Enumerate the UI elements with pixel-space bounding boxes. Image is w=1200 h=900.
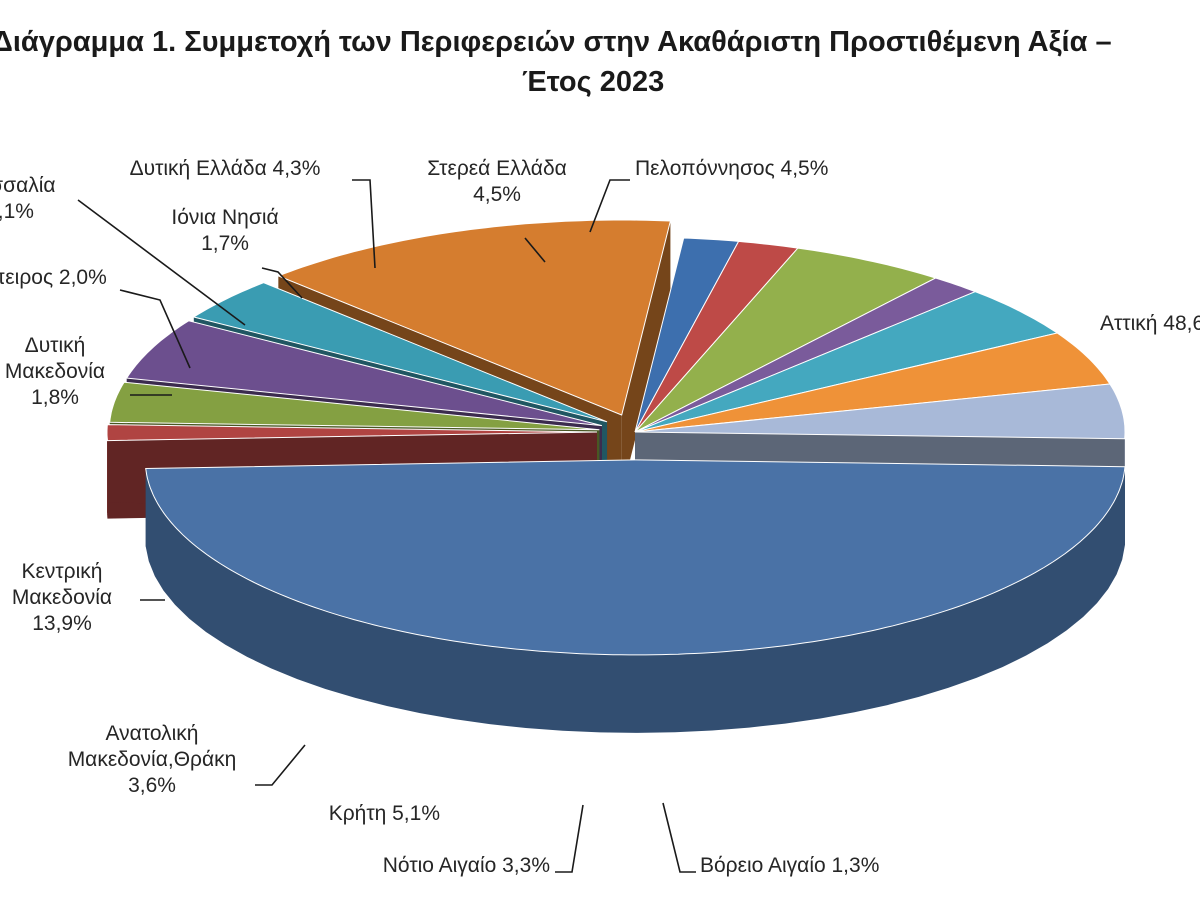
pie-slice-12 [634,383,1126,440]
slice-label-line: 4,5% [473,183,521,206]
slice-label-11: Στερεά Ελλάδα 4,5% [427,157,567,206]
slice-label-line: Θεσσαλία [0,174,56,197]
slice-wall-5-1 [621,220,671,494]
slice-label-line: Δυτική [25,334,86,357]
slice-labels: Αττική 48,6% Βόρειο Αιγαίο 1,3% Νότιο Αιγα… [0,157,1200,877]
slice-label-line: Αττική 48,6% [1100,312,1200,335]
pie-slice-1 [106,424,598,442]
pie-slice-7 [634,240,799,433]
slice-label-4: Ανατολική Μακεδονία,Θράκη 3,6% [68,722,237,797]
slice-label-12: Πελοπόννησος 4,5% [635,157,828,180]
pie-slice-0 [145,459,1126,656]
slice-label-10: Δυτική Ελλάδα 4,3% [130,157,321,180]
slice-label-5: Κεντρική Μακεδονία 13,9% [12,560,112,635]
slice-label-2: Νότιο Αιγαίο 3,3% [383,854,550,877]
pie-slice-5 [276,219,672,416]
leader-line-7 [119,289,191,369]
leader-line-1 [662,802,696,873]
slice-label-line: 3,6% [128,774,176,797]
slice-label-7: Ήπειρος 2,0% [0,266,107,289]
chart-title: Διάγραμμα 1. Συμμετοχή των Περιφερειών σ… [0,18,1200,98]
slice-label-8: Θεσσαλία 5,1% [0,174,56,223]
slice-label-line: Πελοπόννησος 4,5% [635,157,828,180]
slice-label-0: Αττική 48,6% [1100,312,1200,335]
slice-label-line: Μακεδονία [5,360,105,383]
pie-slice-4 [192,282,608,423]
slice-label-line: Δυτική Ελλάδα 4,3% [130,157,321,180]
leader-line-2 [555,804,584,873]
slice-label-line: Μακεδονία,Θράκη [68,748,237,771]
slice-label-line: Κρήτη 5,1% [329,802,440,825]
leader-line-12 [589,179,630,233]
slice-label-line: Ιόνια Νησιά [171,206,278,229]
slice-label-line: Κεντρική [22,560,103,583]
slice-label-9: Ιόνια Νησιά 1,7% [171,206,278,255]
slice-label-1: Βόρειο Αιγαίο 1,3% [700,854,879,877]
slice-label-line: Βόρειο Αιγαίο 1,3% [700,854,879,877]
pie-slice-2 [109,381,600,431]
chart-title-line-1: Διάγραμμα 1. Συμμετοχή των Περιφερειών σ… [0,26,1112,58]
leader-line-10 [352,179,376,269]
pie-slice-3 [125,320,603,427]
leader-line-8 [77,199,246,326]
slice-label-line: Νότιο Αιγαίο 3,3% [383,854,550,877]
slice-label-6: Δυτική Μακεδονία 1,8% [5,334,105,409]
slice-label-line: Ήπειρος 2,0% [0,266,107,289]
slice-label-line: 1,7% [201,232,249,255]
slice-label-line: Στερεά Ελλάδα [427,157,567,180]
pie-tops [106,219,1126,656]
slice-label-line: Μακεδονία [12,586,112,609]
leader-line-11 [524,237,546,263]
slice-rim-1-0 [107,432,108,519]
pie-slice-8 [634,247,937,433]
slice-label-line: 13,9% [32,612,92,635]
slice-label-line: 5,1% [0,200,34,223]
leader-lines [77,179,696,873]
pie-slice-11 [634,332,1111,433]
pie-slice-10 [634,291,1059,433]
leader-line-9 [261,267,303,299]
slice-label-line: 1,8% [31,386,79,409]
slice-label-line: Ανατολική [106,722,199,745]
slice-rim-0-0 [145,466,1125,733]
pie-slice-9 [634,277,977,433]
leader-line-4 [255,744,306,786]
chart-title-line-2: Έτος 2023 [522,66,665,98]
slice-label-3: Κρήτη 5,1% [329,802,440,825]
